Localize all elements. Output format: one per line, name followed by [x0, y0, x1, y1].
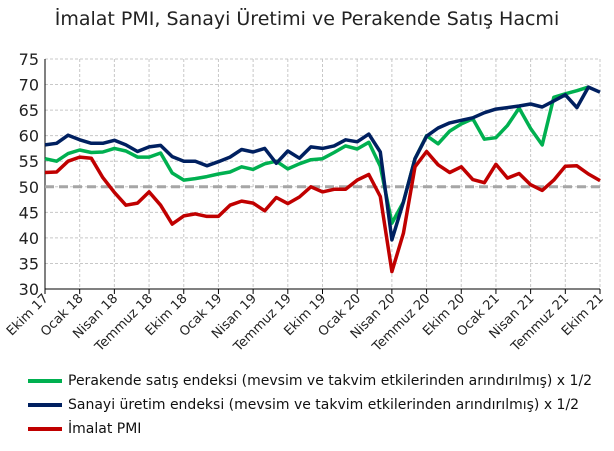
legend-swatch-retail	[28, 379, 62, 383]
y-tick-label: 75	[19, 50, 39, 69]
y-tick-label: 30	[19, 280, 39, 299]
manufacturing-pmi-line	[44, 149, 601, 274]
legend-swatch-pmi	[28, 427, 62, 431]
legend-item-pmi: İmalat PMI	[28, 421, 141, 437]
retail-sales-line	[44, 85, 589, 225]
legend-label-pmi: İmalat PMI	[68, 421, 142, 437]
legend-label-retail: Perakende satış endeksi (mevsim ve takvi…	[68, 373, 593, 389]
legend-label-industrial: Sanayi üretim endeksi (mevsim ve takvim …	[68, 397, 580, 413]
y-tick-label: 50	[19, 178, 39, 197]
industrial-production-line	[44, 85, 601, 242]
y-tick-label: 55	[19, 152, 39, 171]
y-tick-label: 40	[19, 229, 39, 248]
y-tick-label: 35	[19, 254, 39, 273]
legend-item-industrial: Sanayi üretim endeksi (mevsim ve takvim …	[28, 397, 579, 413]
y-tick-label: 70	[19, 76, 39, 95]
chart-title: İmalat PMI, Sanayi Üretimi ve Perakende …	[54, 8, 560, 30]
legend-swatch-industrial	[28, 403, 62, 407]
y-tick-label: 60	[19, 127, 39, 146]
y-tick-label: 65	[19, 101, 39, 120]
legend-item-retail: Perakende satış endeksi (mevsim ve takvi…	[28, 373, 592, 389]
y-tick-label: 45	[19, 203, 39, 222]
